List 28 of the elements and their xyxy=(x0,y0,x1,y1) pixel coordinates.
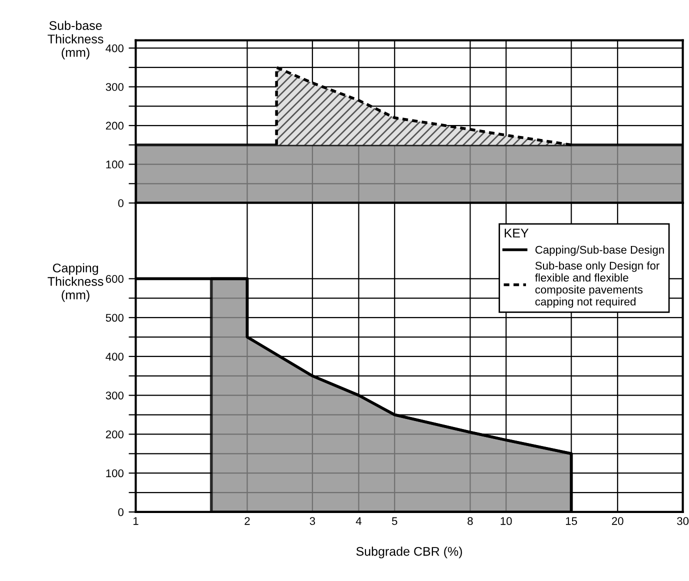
x-axis-title: Subgrade CBR (%) xyxy=(356,546,462,558)
y-axis-title: Capping Thickness (mm) xyxy=(48,263,104,302)
y-tick-label: 0 xyxy=(118,508,124,516)
x-tick-label: 10 xyxy=(500,517,512,525)
y-tick-label: 200 xyxy=(106,430,124,438)
x-tick-label: 8 xyxy=(468,517,473,525)
x-tick-label: 4 xyxy=(356,517,362,525)
y-tick-label: 300 xyxy=(106,83,124,91)
y-tick-label: 600 xyxy=(106,274,124,283)
y-tick-label: 400 xyxy=(106,44,124,52)
x-tick-label: 1 xyxy=(133,517,138,525)
x-tick-label: 2 xyxy=(244,517,250,525)
legend-title: KEY xyxy=(504,228,529,238)
text: Capping/Sub-base Design xyxy=(535,246,664,256)
y-tick-label: 200 xyxy=(106,122,124,130)
x-tick-label: 30 xyxy=(677,517,689,525)
y-tick-label: 100 xyxy=(106,469,124,478)
x-tick-label: 20 xyxy=(612,517,624,525)
y-tick-label: 100 xyxy=(106,160,124,168)
y-tick-label: 400 xyxy=(106,352,124,361)
y-tick-label: 500 xyxy=(106,314,124,322)
legend-label: Sub-base only Design for flexible and flexible composite pavements capping not required xyxy=(535,261,660,308)
x-tick-label: 5 xyxy=(392,517,398,525)
y-axis-title: Sub-base Thickness (mm) xyxy=(48,20,104,60)
x-tick-label: 15 xyxy=(566,517,578,525)
y-tick-label: 300 xyxy=(106,392,124,400)
x-tick-label: 3 xyxy=(310,517,316,525)
y-tick-label: 0 xyxy=(118,199,124,208)
